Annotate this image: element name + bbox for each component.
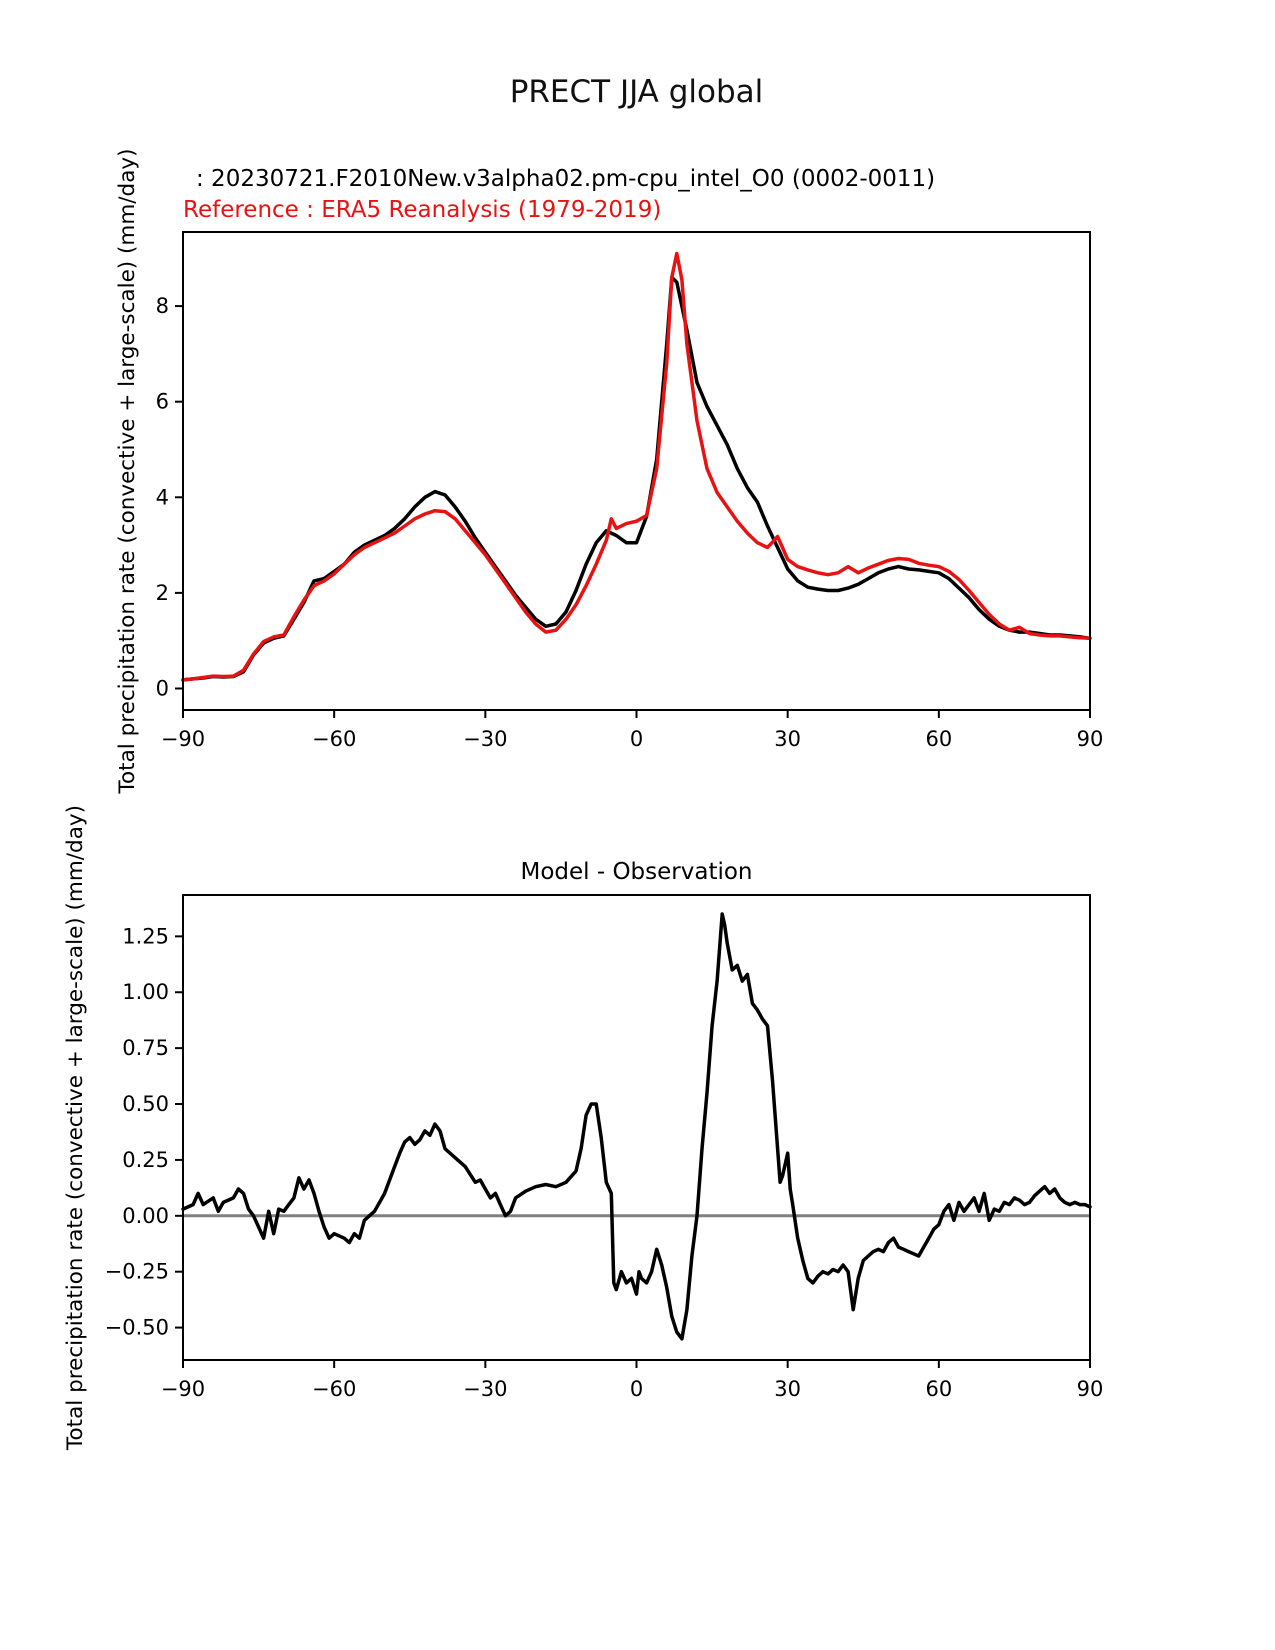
series-line-model-minus-observation	[181, 912, 1092, 1341]
x-tick-label: −90	[161, 1377, 205, 1401]
model-run-label: : 20230721.F2010New.v3alpha02.pm-cpu_int…	[196, 166, 936, 192]
series-line-ERA5 Reanalysis	[181, 251, 1092, 682]
x-tick-label: 90	[1077, 1377, 1104, 1401]
y-tick-label: 4	[156, 485, 169, 509]
x-tick-label: −30	[463, 727, 507, 751]
page-title: PRECT JJA global	[509, 74, 764, 110]
series-line-model	[181, 275, 1092, 682]
x-tick-label: 90	[1077, 727, 1104, 751]
x-tick-label: −60	[312, 1377, 356, 1401]
y-tick-label: 6	[156, 390, 169, 414]
plot-border	[182, 231, 1091, 711]
x-tick-label: −90	[161, 727, 205, 751]
y-tick-label: 1.25	[122, 924, 169, 948]
y-tick-label: 0.50	[122, 1092, 169, 1116]
panel-title: Model - Observation	[520, 859, 752, 885]
reference-label: Reference : ERA5 Reanalysis (1979-2019)	[183, 197, 662, 223]
y-tick-label: 8	[156, 294, 169, 318]
y-tick-label: 0.75	[122, 1036, 169, 1060]
y-tick-label: 0	[156, 676, 169, 700]
y-tick-label: 1.00	[122, 980, 169, 1004]
y-axis-label: Total precipitation rate (convective + l…	[115, 149, 140, 795]
y-tick-label: 2	[156, 581, 169, 605]
y-axis-label: Total precipitation rate (convective + l…	[63, 805, 88, 1451]
x-tick-label: 0	[630, 1377, 643, 1401]
x-tick-label: 30	[774, 1377, 801, 1401]
y-tick-label: −0.50	[105, 1316, 169, 1340]
y-tick-label: −0.25	[105, 1260, 169, 1284]
y-tick-label: 0.00	[122, 1204, 169, 1228]
x-tick-label: 0	[630, 727, 643, 751]
x-tick-label: 60	[925, 1377, 952, 1401]
y-tick-label: 0.25	[122, 1148, 169, 1172]
x-tick-label: 30	[774, 727, 801, 751]
x-tick-label: 60	[925, 727, 952, 751]
x-tick-label: −30	[463, 1377, 507, 1401]
x-tick-label: −60	[312, 727, 356, 751]
